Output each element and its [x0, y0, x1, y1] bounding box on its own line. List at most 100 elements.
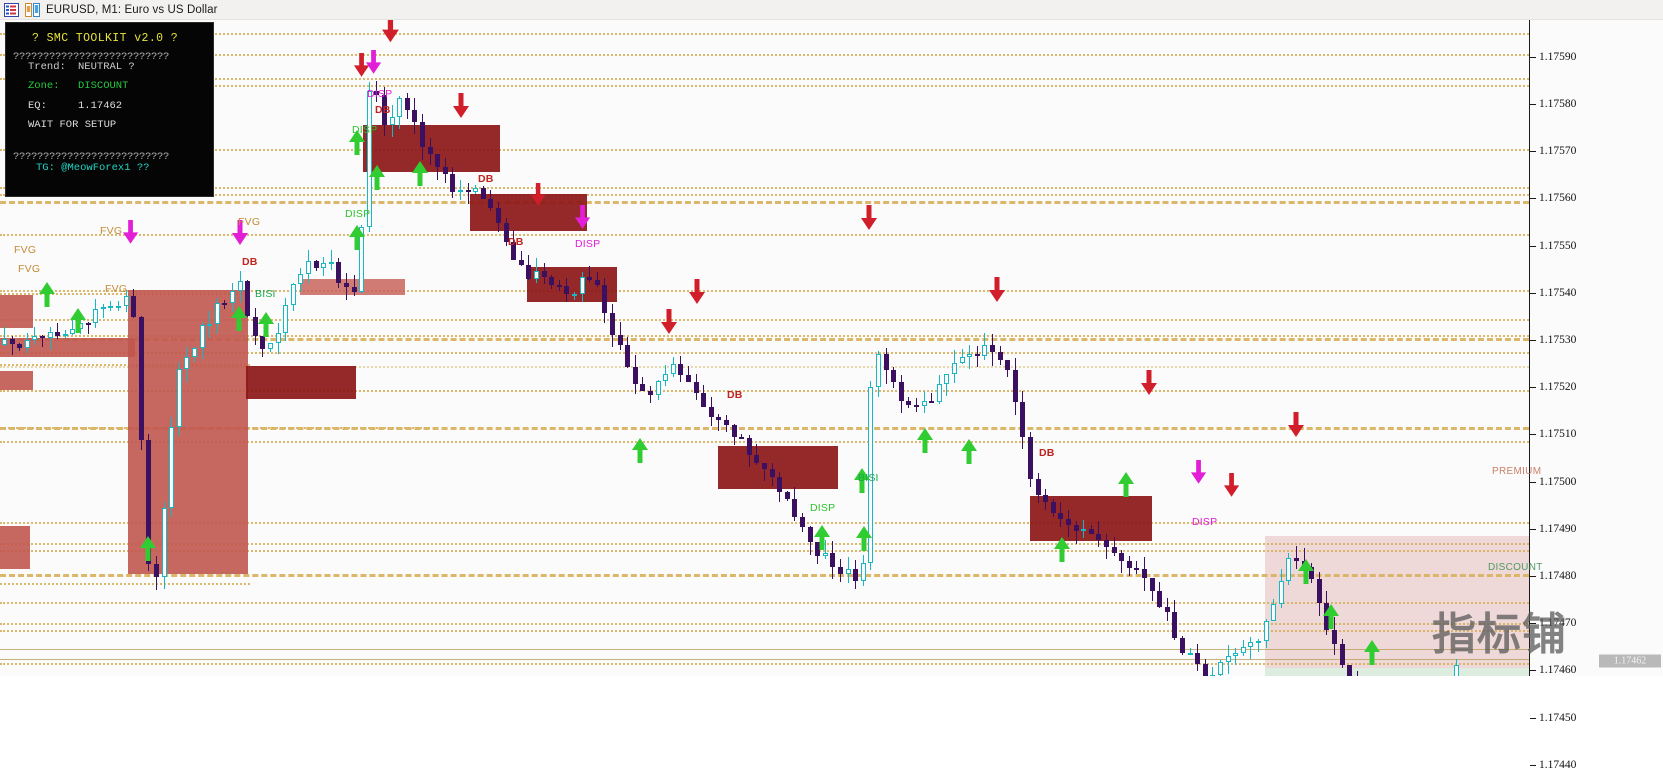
axis-label: 1.17450 — [1539, 711, 1577, 724]
candle-body — [921, 401, 927, 407]
candle-body — [1020, 402, 1026, 437]
price-gridline — [0, 290, 1529, 293]
candle-wick — [1356, 670, 1358, 676]
discount-zone — [1265, 668, 1487, 676]
candle-body — [268, 343, 273, 349]
watermark: 指标铺 — [1432, 609, 1567, 660]
candle-wick — [1296, 545, 1297, 569]
candle-body — [959, 357, 965, 363]
candle-body — [716, 417, 722, 420]
axis-tick — [1530, 623, 1536, 625]
axis-tick — [1530, 528, 1536, 530]
price-gridline — [0, 663, 1529, 666]
candle-body — [891, 370, 897, 383]
candle-body — [1248, 641, 1254, 647]
candle-body — [967, 354, 973, 358]
candle-body — [1142, 569, 1147, 579]
buy-arrow-icon — [813, 525, 831, 556]
candle-body — [556, 284, 562, 287]
order-block — [0, 337, 135, 357]
candle-body — [663, 373, 669, 382]
chart-annotation-fvg: FVG — [14, 244, 37, 256]
price-gridline — [0, 601, 1529, 604]
candle-body — [374, 90, 380, 96]
candle-body — [488, 198, 494, 208]
candle-body — [526, 264, 532, 280]
candle-body — [192, 347, 197, 357]
candle-wick — [1075, 521, 1077, 544]
candle-body — [313, 261, 319, 268]
candle-wick — [1189, 647, 1191, 656]
chart-list-icon[interactable] — [4, 2, 19, 17]
buy-arrow-icon — [368, 165, 386, 196]
candle-body — [1316, 578, 1322, 604]
price-axis[interactable]: 1.17590 1.17580 1.17570 1.17560 1.17550 1.175… — [1529, 20, 1663, 771]
axis-label: 1.17480 — [1539, 570, 1577, 583]
axis-tick — [1530, 340, 1536, 342]
candle-body — [108, 306, 114, 309]
symbol-title: EURUSD, M1: Euro vs US Dollar — [46, 3, 218, 16]
candle-wick — [11, 335, 13, 356]
candle-wick — [1258, 638, 1259, 653]
trend-value: NEUTRAL ? — [78, 61, 135, 73]
chart-window-icon[interactable] — [25, 2, 40, 17]
candle-body — [199, 324, 205, 348]
axis-label: 1.17580 — [1539, 98, 1577, 111]
candle-body — [853, 569, 859, 581]
smc-toolkit-panel[interactable]: ? SMC TOOLKIT v2.0 ? ???????????????????… — [5, 22, 214, 197]
chart-annotation-disp: DISP — [1192, 516, 1218, 528]
candle-body — [625, 344, 631, 367]
candle-wick — [57, 323, 59, 340]
eq-value: 1.17462 — [78, 100, 123, 112]
candle-wick — [1121, 549, 1123, 574]
candle-wick — [536, 258, 537, 283]
candle-body — [366, 90, 372, 228]
sell-arrow-icon — [1223, 473, 1240, 503]
sell-arrow-icon — [122, 220, 139, 250]
price-gridline — [0, 351, 1529, 354]
candle-body — [1309, 567, 1315, 579]
telegram-handle[interactable]: TG: @MeowForex1 ?? — [36, 162, 150, 174]
candle-body — [1050, 502, 1056, 513]
candle-body — [906, 400, 912, 405]
candle-body — [298, 274, 304, 285]
candle-body — [1324, 603, 1330, 630]
zone-key: Zone: — [28, 80, 60, 92]
price-gridline — [0, 542, 1529, 545]
sell-arrow-icon — [1190, 460, 1207, 490]
candle-body — [693, 381, 699, 394]
chart-plot-area[interactable]: FVG FVG FVG FVG FVG DB BISI DISP DB DISP DISP DB DB D… — [0, 20, 1529, 676]
buy-arrow-icon — [348, 225, 366, 256]
candle-body — [344, 282, 349, 287]
chart-annotation-db: DB — [1039, 447, 1055, 459]
candle-body — [154, 563, 159, 577]
axis-tick — [1530, 292, 1536, 294]
candle-wick — [589, 266, 591, 283]
candle-body — [1180, 637, 1185, 654]
candle-wick — [460, 179, 461, 201]
candle-body — [564, 286, 570, 295]
candle-body — [321, 263, 327, 268]
candle-body — [176, 369, 182, 427]
trend-key: Trend: — [28, 61, 66, 73]
sell-arrow-icon — [1287, 412, 1305, 443]
chart-annotation-fvg: FVG — [238, 216, 261, 228]
price-gridline — [0, 193, 1529, 196]
chart-annotation-disp: DISP — [367, 88, 393, 100]
candle-body — [632, 366, 638, 385]
price-gridline — [0, 389, 1529, 392]
axis-label: 1.17530 — [1539, 334, 1577, 347]
buy-arrow-icon — [38, 282, 56, 313]
candle-body — [1005, 360, 1011, 371]
chart-annotation-bisi: BISI — [255, 288, 276, 300]
candle-body — [230, 290, 235, 304]
candle-body — [306, 261, 311, 275]
candle-wick — [102, 303, 104, 319]
candle-body — [116, 306, 121, 309]
price-gridline — [210, 85, 1529, 88]
candle-body — [1126, 561, 1132, 569]
axis-tick — [1530, 245, 1536, 247]
candle-body — [214, 302, 220, 324]
order-block — [246, 365, 356, 399]
buy-arrow-icon — [960, 439, 978, 470]
